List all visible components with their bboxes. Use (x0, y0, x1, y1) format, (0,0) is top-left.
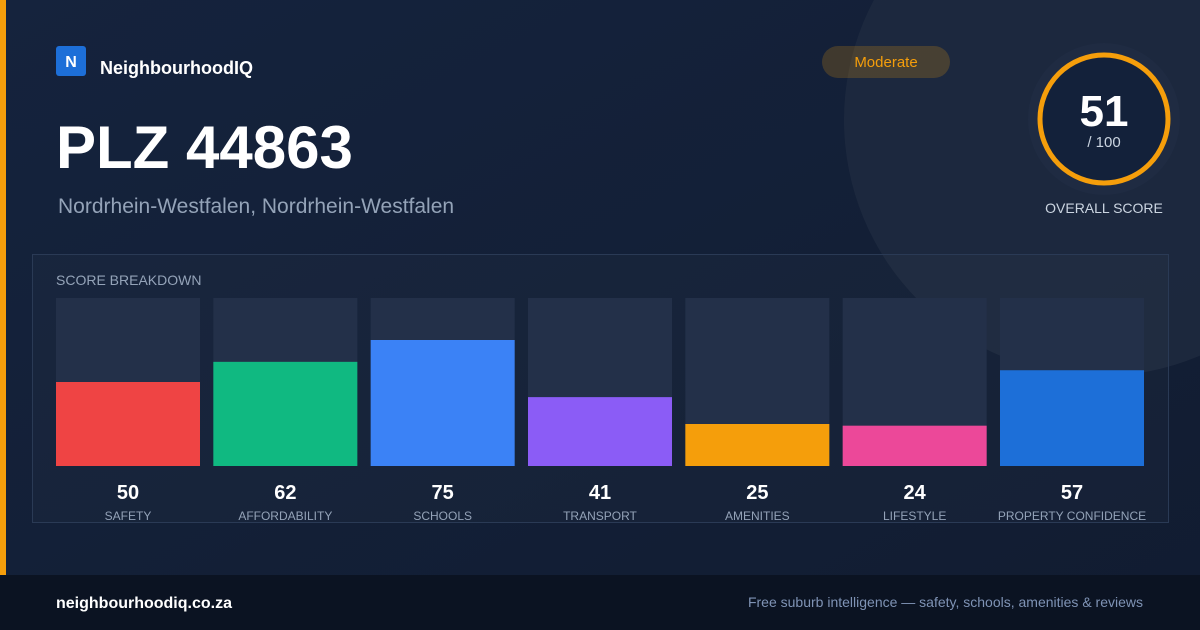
logo-letter: N (65, 54, 77, 71)
bar (1000, 370, 1144, 466)
value-label: 75 (432, 482, 454, 504)
category-label: TRANSPORT (563, 509, 637, 523)
overall-label: OVERALL SCORE (1045, 200, 1163, 216)
bar (842, 425, 987, 466)
brand-name: NeighbourhoodIQ (100, 58, 253, 78)
footer-tagline: Free suburb intelligence — safety, schoo… (748, 594, 1143, 610)
overall-out-of: / 100 (1087, 134, 1120, 151)
value-label: 25 (746, 482, 768, 504)
badge: Moderate (854, 54, 917, 71)
title: PLZ 44863 (56, 114, 353, 181)
bar (56, 382, 200, 466)
category-label: AFFORDABILITY (238, 509, 332, 523)
bar (213, 361, 358, 466)
accent-stripe (0, 0, 6, 575)
bar (685, 424, 830, 466)
category-label: AMENITIES (725, 509, 790, 523)
logo-box (56, 46, 86, 76)
breakdown-panel (32, 254, 1169, 523)
value-label: 62 (274, 482, 296, 504)
bar (370, 340, 515, 466)
value-label: 57 (1061, 482, 1083, 504)
value-label: 50 (117, 482, 139, 504)
value-label: 41 (589, 482, 611, 504)
footer-site: neighbourhoodiq.co.za (56, 595, 232, 612)
category-label: SCHOOLS (413, 509, 472, 523)
overall-score: 51 (1080, 87, 1129, 136)
chart-title: SCORE BREAKDOWN (56, 272, 201, 288)
category-label: LIFESTYLE (883, 509, 946, 523)
subtitle: Nordrhein-Westfalen, Nordrhein-Westfalen (58, 195, 454, 218)
value-label: 24 (904, 482, 927, 504)
category-label: SAFETY (105, 509, 152, 523)
bar (528, 397, 672, 466)
footer-bar (0, 575, 1200, 630)
badge-bg (822, 46, 950, 78)
category-label: PROPERTY CONFIDENCE (998, 509, 1146, 523)
score-ring (1037, 52, 1171, 186)
